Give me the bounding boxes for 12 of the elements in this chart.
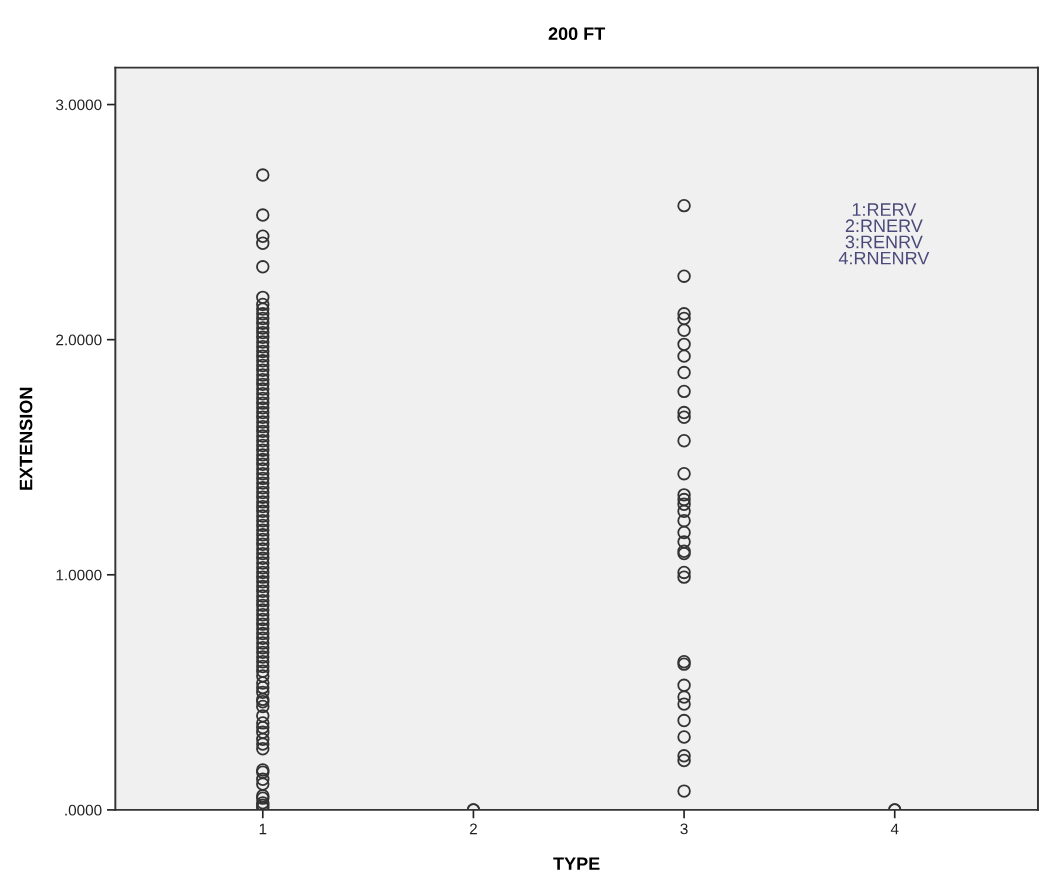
x-axis-title: TYPE (553, 857, 600, 870)
chart-title: 200 FT (548, 27, 606, 41)
y-tick-label: 2.0000 (56, 334, 102, 346)
x-tick-label: 3 (680, 823, 688, 835)
x-tick-label: 1 (259, 823, 267, 835)
y-tick-label: 1.0000 (56, 569, 102, 581)
y-axis-title: EXTENSION (19, 387, 33, 490)
x-tick-label: 2 (469, 823, 477, 835)
y-tick-label: .0000 (65, 804, 102, 816)
annotation: 1:RERV 2:RNERV 3:RENRV 4:RNENRV (838, 203, 930, 265)
x-tick-label: 4 (890, 823, 899, 835)
y-tick-label: 3.0000 (55, 99, 102, 111)
